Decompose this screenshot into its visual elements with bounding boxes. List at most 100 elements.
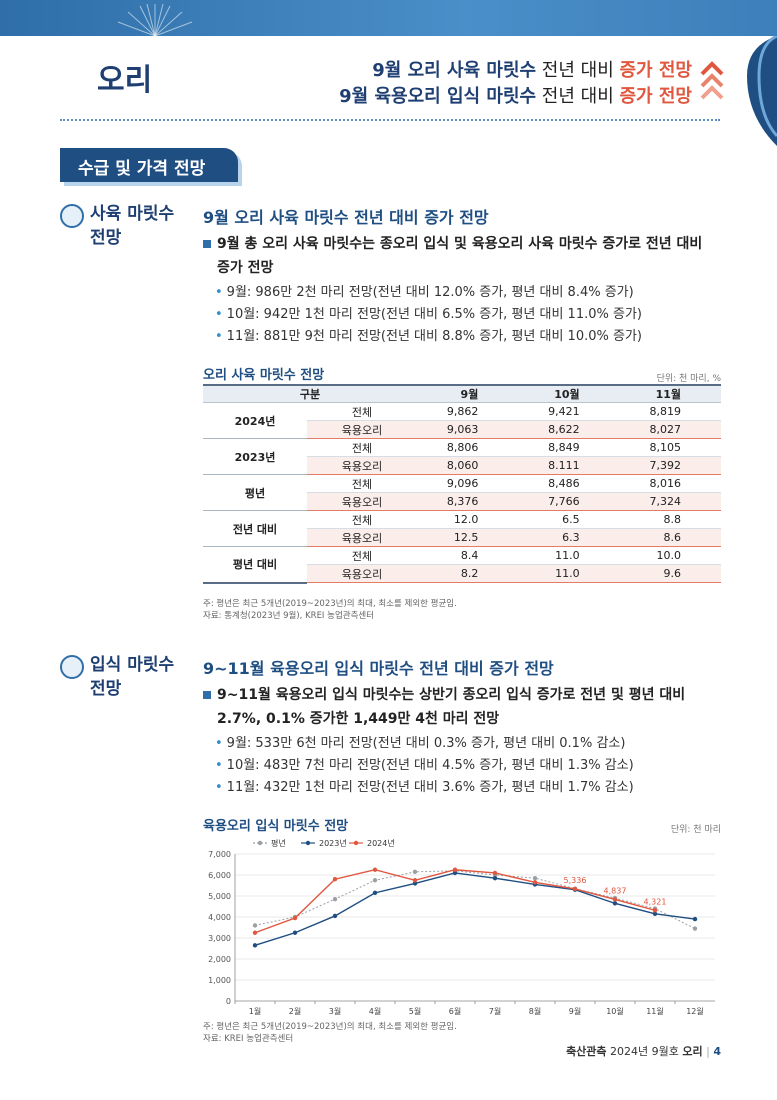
x-tick-label: 10월 — [606, 1006, 624, 1016]
table-cell: 8,060 — [417, 456, 519, 475]
breeding-table: 구분 9월 10월 11월 2024년 전체 9,862 9,421 8,819 육용오리… — [203, 384, 721, 584]
headline-2-trend: 증가 전망 — [619, 86, 692, 107]
data-point — [412, 878, 418, 883]
page-title: 오리 — [97, 63, 153, 98]
x-tick-label: 9월 — [569, 1006, 581, 1016]
table-row: 전년 대비 전체 12.0 6.5 8.8 — [203, 510, 721, 547]
table-row: 육용오리 12.5 6.3 8.6 — [203, 528, 721, 547]
bullet-dot-icon: • — [215, 780, 223, 795]
stocking-bullet-oct: 10월: 483만 7천 마리 전망(전년 대비 4.5% 증가, 평년 대비 … — [226, 758, 634, 773]
table-kind-cell: 전체 — [307, 474, 417, 493]
stocking-side-title: 입식 마릿수 전망 — [90, 653, 174, 701]
table-cell: 8.2 — [417, 564, 519, 583]
data-label: 5,336 — [564, 876, 587, 885]
legend-label: 2023년 — [319, 838, 347, 848]
table-cell: 9,862 — [417, 402, 519, 421]
bullet-dot-icon: • — [215, 736, 223, 751]
stocking-side-title-1: 입식 마릿수 — [90, 655, 175, 675]
table-cell: 8,376 — [417, 492, 519, 511]
table-cell: 10.0 — [619, 546, 721, 565]
data-point — [372, 878, 378, 883]
data-point — [532, 875, 538, 881]
data-point — [332, 913, 338, 919]
x-tick-label: 4월 — [369, 1006, 381, 1016]
data-point — [532, 880, 538, 885]
table-row: 육용오리 8,376 7,766 7,324 — [203, 492, 721, 511]
breeding-heading: 9월 오리 사육 마릿수 전년 대비 증가 전망 — [203, 208, 489, 227]
up-chevrons-icon — [700, 61, 724, 100]
x-tick-label: 2월 — [289, 1006, 301, 1016]
table-cell: 12.5 — [417, 528, 519, 547]
table-cell: 8,486 — [518, 474, 620, 493]
table-row: 육용오리 8,060 8.111 7,392 — [203, 456, 721, 475]
table-note: 주: 평년은 최근 5개년(2019~2023년)의 최대, 최소를 제외한 평… — [203, 598, 457, 622]
y-tick-label: 1,000 — [208, 976, 231, 985]
table-cell: 7,766 — [518, 492, 620, 511]
table-row: 육용오리 9,063 8,622 8,027 — [203, 420, 721, 439]
bullet-dot-icon: • — [215, 758, 223, 773]
headline-line-2: 9월 육용오리 입식 마릿수 전년 대비 증가 전망 — [339, 84, 692, 110]
table-header: 9월 — [417, 384, 519, 403]
data-point — [612, 901, 618, 906]
table-cell: 8,622 — [518, 420, 620, 439]
stocking-line-chart: 0 1,000 2,000 3,000 4,000 5,000 6,000 7,000 1월 2월… — [208, 838, 715, 1016]
table-cell: 8.8 — [619, 510, 721, 529]
table-row: 평년 대비 전체 8.4 11.0 10.0 — [203, 546, 721, 584]
table-header: 11월 — [619, 384, 721, 403]
table-row: 2024년 전체 9,862 9,421 8,819 — [203, 402, 721, 439]
data-point — [412, 869, 418, 875]
data-point — [492, 875, 498, 881]
square-bullet-icon — [203, 691, 211, 699]
square-bullet-icon — [203, 240, 211, 248]
table-cell: 9,096 — [417, 474, 519, 493]
legend-marker — [305, 840, 311, 846]
data-point — [652, 911, 658, 917]
table-cell: 11.0 — [518, 564, 620, 583]
table-cell: 7,392 — [619, 456, 721, 475]
breeding-bullet-nov: 11월: 881만 9천 마리 전망(전년 대비 8.8% 증가, 평년 대비 … — [226, 329, 642, 344]
data-point — [692, 926, 698, 931]
headline-line-1: 9월 오리 사육 마릿수 전년 대비 증가 전망 — [339, 58, 692, 84]
series-line — [254, 870, 696, 929]
x-tick-label: 8월 — [529, 1006, 541, 1016]
table-group-label: 평년 대비 — [203, 546, 307, 584]
data-point — [652, 908, 658, 913]
table-cell: 6.3 — [518, 528, 620, 547]
x-tick-label: 11월 — [646, 1006, 664, 1016]
table-cell: 8.6 — [619, 528, 721, 547]
series-line — [254, 872, 696, 947]
data-point — [572, 886, 578, 892]
table-group-label: 평년 — [203, 474, 307, 511]
chart-note-1: 주: 평년은 최근 5개년(2019~2023년)의 최대, 최소를 제외한 평… — [203, 1022, 457, 1032]
table-group-label: 2023년 — [203, 438, 307, 475]
table-cell: 8,105 — [619, 438, 721, 457]
table-cell: 11.0 — [518, 546, 620, 565]
section-tab: 수급 및 가격 전망 — [60, 148, 238, 182]
table-cell: 8.4 — [417, 546, 519, 565]
breeding-lead-1: 9월 총 오리 사육 마릿수는 종오리 입식 및 육용오리 사육 마릿수 증가로… — [217, 236, 703, 252]
top-banner — [0, 0, 777, 36]
breeding-bullet-oct: 10월: 942만 1천 마리 전망(전년 대비 6.5% 증가, 평년 대비 … — [226, 307, 642, 322]
data-point — [332, 877, 338, 882]
series-line — [254, 869, 656, 934]
data-point — [292, 930, 298, 935]
stocking-bullets: • 9월: 533만 6천 마리 전망(전년 대비 0.3% 증가, 평년 대비 … — [215, 733, 634, 799]
table-cell: 7,324 — [619, 492, 721, 511]
data-point — [692, 916, 698, 922]
legend-marker — [257, 840, 263, 846]
duck-icon — [60, 655, 84, 679]
corner-decoration — [747, 36, 777, 146]
y-tick-label: 4,000 — [208, 913, 231, 922]
breeding-lead: 9월 총 오리 사육 마릿수는 종오리 입식 및 육용오리 사육 마릿수 증가로… — [203, 232, 723, 280]
breeding-side-title-1: 사육 마릿수 — [90, 204, 175, 224]
breeding-lead-2: 증가 전망 — [217, 260, 274, 276]
breeding-bullets: • 9월: 986만 2천 마리 전망(전년 대비 12.0% 증가, 평년 대비… — [215, 282, 642, 348]
breeding-bullet-sep: 9월: 986만 2천 마리 전망(전년 대비 12.0% 증가, 평년 대비 … — [226, 285, 634, 300]
table-cell: 12.0 — [417, 510, 519, 529]
chart-unit: 단위: 천 마리 — [670, 825, 721, 835]
chart-note: 주: 평년은 최근 5개년(2019~2023년)의 최대, 최소를 제외한 평… — [203, 1021, 457, 1045]
headline-2-bold: 9월 육용오리 입식 마릿수 — [339, 86, 537, 107]
table-kind-cell: 육용오리 — [307, 528, 417, 547]
table-kind-cell: 전체 — [307, 546, 417, 565]
table-kind-cell: 육용오리 — [307, 492, 417, 511]
